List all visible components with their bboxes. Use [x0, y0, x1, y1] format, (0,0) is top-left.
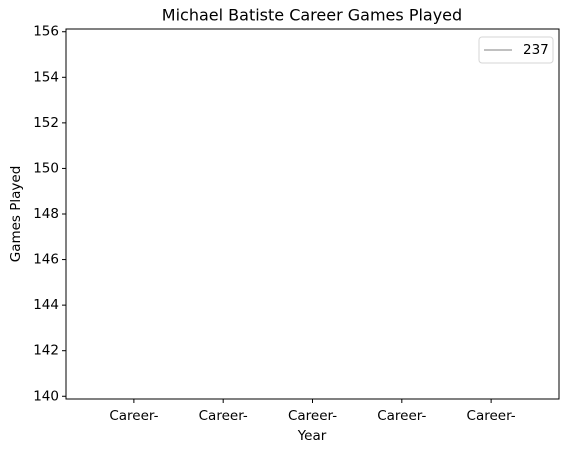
x-axis-label: Year [297, 428, 327, 444]
x-tick-label: Career- [109, 408, 158, 424]
y-axis-label: Games Played [8, 166, 24, 263]
x-tick-label: Career- [377, 408, 426, 424]
x-tick-label: Career- [199, 408, 248, 424]
y-tick-label: 144 [33, 297, 59, 313]
y-tick-label: 142 [33, 343, 59, 359]
y-tick-label: 154 [33, 69, 59, 85]
x-tick-label: Career- [467, 408, 516, 424]
legend-box [478, 36, 554, 64]
y-tick-label: 156 [33, 24, 59, 40]
chart-title: Michael Batiste Career Games Played [162, 6, 462, 25]
y-tick-label: 148 [33, 206, 59, 222]
y-tick-label: 150 [33, 160, 59, 176]
y-tick-label: 140 [33, 388, 59, 404]
y-tick-label: 146 [33, 252, 59, 268]
plot-frame [65, 28, 560, 400]
legend-label: 237 [523, 42, 549, 58]
x-tick-label: Career- [288, 408, 337, 424]
y-tick-label: 152 [33, 115, 59, 131]
